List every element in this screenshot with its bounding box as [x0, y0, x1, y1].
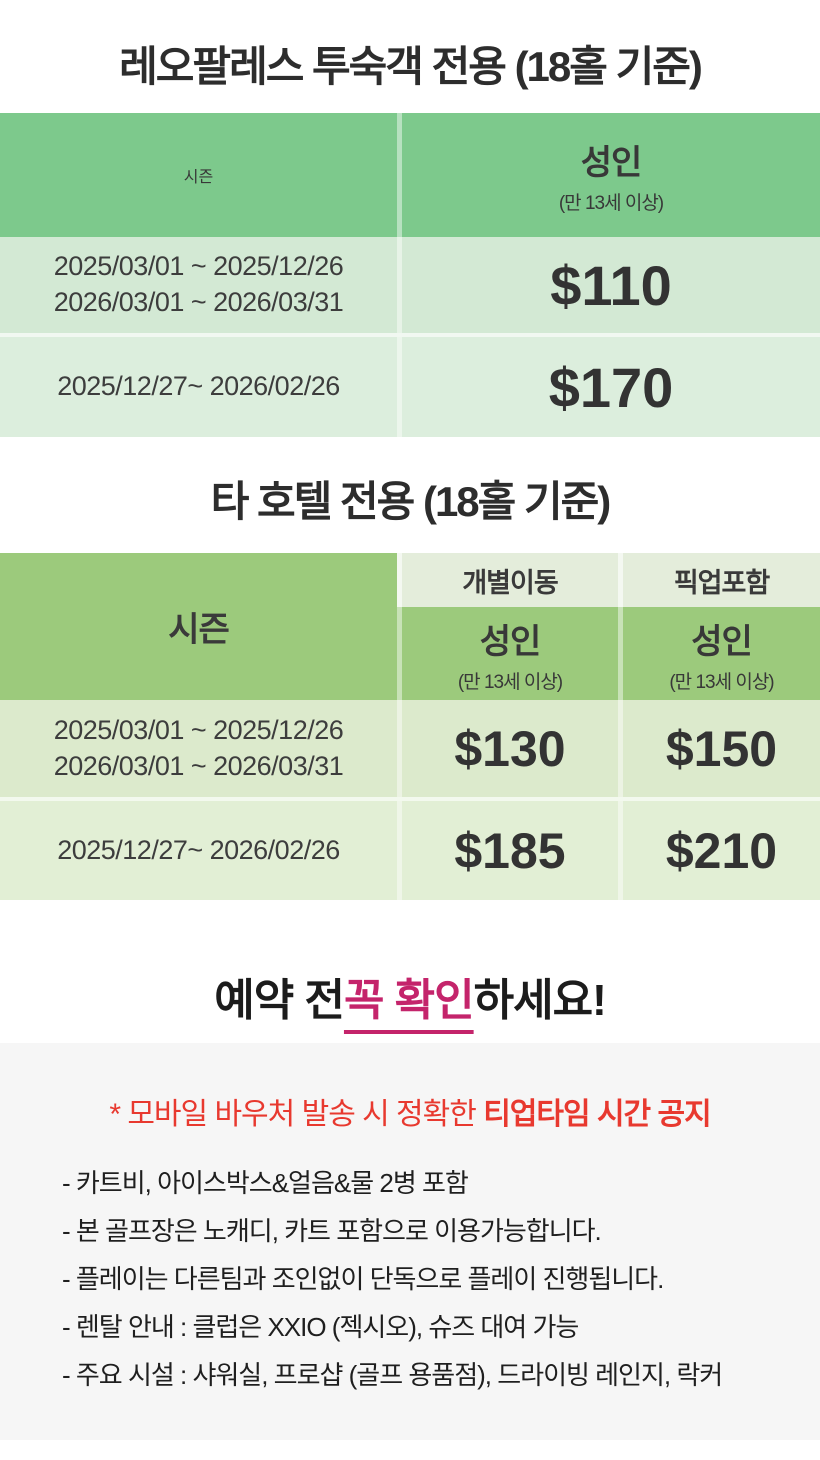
season-date-line: 2025/12/27~ 2026/02/26 — [57, 834, 340, 865]
voucher-note-bold: 티업타임 시간 공지 — [483, 1098, 711, 1131]
adult-age-note: (만 13세 이상) — [457, 671, 563, 693]
table1-title: 레오팔레스 투숙객 전용 (18홀 기준) — [119, 43, 703, 90]
table1-header-adult: 성인 (만 13세 이상) — [397, 113, 820, 237]
adult-price: $170 — [397, 337, 820, 437]
list-item: - 렌탈 안내 : 클럽은 XXIO (젝시오), 슈즈 대여 가능 — [62, 1312, 579, 1342]
season-date-line: 2026/03/01 ~ 2026/03/31 — [53, 750, 344, 781]
season-date-line: 2025/03/01 ~ 2025/12/26 — [53, 251, 344, 282]
other-hotel-price-table: 시즌 개별이동 픽업포함 성인 (만 13세 이상) 성인 (만 13세 이상)… — [0, 553, 820, 900]
season-dates: 2025/03/01 ~ 2025/12/26 2026/03/01 ~ 202… — [0, 237, 397, 333]
leopalace-price-table: 시즌 성인 (만 13세 이상) 2025/03/01 ~ 2025/12/26… — [0, 113, 820, 437]
adult-age-note: (만 13세 이상) — [558, 193, 664, 214]
table2-header: 시즌 개별이동 픽업포함 성인 (만 13세 이상) 성인 (만 13세 이상) — [0, 553, 820, 700]
pickup-price: $210 — [618, 801, 820, 900]
individual-price: $130 — [397, 700, 618, 797]
table2-header-adult-pickup: 성인 (만 13세 이상) — [618, 607, 820, 700]
table2-title: 타 호텔 전용 (18홀 기준) — [210, 477, 612, 525]
adult-label: 성인 — [580, 144, 643, 182]
pickup-price: $150 — [618, 700, 820, 797]
adult-age-note: (만 13세 이상) — [669, 671, 774, 693]
adult-label: 성인 — [691, 622, 753, 661]
warning-prefix: 예약 전 — [214, 975, 345, 1025]
list-item: - 카트비, 아이스박스&얼음&물 2병 포함 — [62, 1168, 469, 1198]
table-row: 2025/12/27~ 2026/02/26 $170 — [0, 333, 820, 437]
individual-price: $185 — [397, 801, 618, 900]
adult-price: $110 — [397, 237, 820, 333]
warning-highlight: 꼭 확인 — [343, 975, 475, 1025]
notice-box: * 모바일 바우처 발송 시 정확한 티업타임 시간 공지 - 카트비, 아이스… — [0, 1043, 820, 1440]
season-date-line: 2026/03/01 ~ 2026/03/31 — [53, 287, 344, 317]
table-row: 2025/03/01 ~ 2025/12/26 2026/03/01 ~ 202… — [0, 237, 820, 333]
season-date-line: 2025/12/27~ 2026/02/26 — [57, 371, 340, 402]
table2-header-adult-individual: 성인 (만 13세 이상) — [397, 607, 618, 700]
list-item: - 주요 시설 : 샤워실, 프로샵 (골프 용품점), 드라이빙 레인지, 락… — [62, 1360, 723, 1390]
season-date-line: 2025/03/01 ~ 2025/12/26 — [53, 714, 344, 745]
table2-header-season: 시즌 — [0, 553, 397, 700]
adult-label: 성인 — [479, 622, 542, 661]
notes-list: - 카트비, 아이스박스&얼음&물 2병 포함 - 본 골프장은 노캐디, 카트… — [0, 1159, 820, 1399]
table2-header-pickup: 픽업포함 — [618, 553, 820, 607]
warning-headline: 예약 전 꼭 확인 하세요! — [0, 900, 820, 1043]
list-item: - 플레이는 다른팀과 조인없이 단독으로 플레이 진행됩니다. — [62, 1264, 664, 1294]
warning-suffix: 하세요! — [473, 975, 607, 1025]
table1-header-row: 시즌 성인 (만 13세 이상) — [0, 113, 820, 237]
voucher-note-regular: * 모바일 바우처 발송 시 정확한 — [109, 1098, 484, 1131]
season-dates: 2025/03/01 ~ 2025/12/26 2026/03/01 ~ 202… — [0, 700, 397, 797]
voucher-note: * 모바일 바우처 발송 시 정확한 티업타임 시간 공지 — [0, 1089, 820, 1133]
table1-header-season: 시즌 — [183, 169, 214, 186]
list-item: - 본 골프장은 노캐디, 카트 포함으로 이용가능합니다. — [62, 1216, 602, 1246]
table-row: 2025/03/01 ~ 2025/12/26 2026/03/01 ~ 202… — [0, 700, 820, 797]
season-dates: 2025/12/27~ 2026/02/26 — [0, 801, 397, 900]
table2-header-individual: 개별이동 — [397, 553, 618, 607]
season-dates: 2025/12/27~ 2026/02/26 — [0, 337, 397, 437]
table-row: 2025/12/27~ 2026/02/26 $185 $210 — [0, 797, 820, 900]
